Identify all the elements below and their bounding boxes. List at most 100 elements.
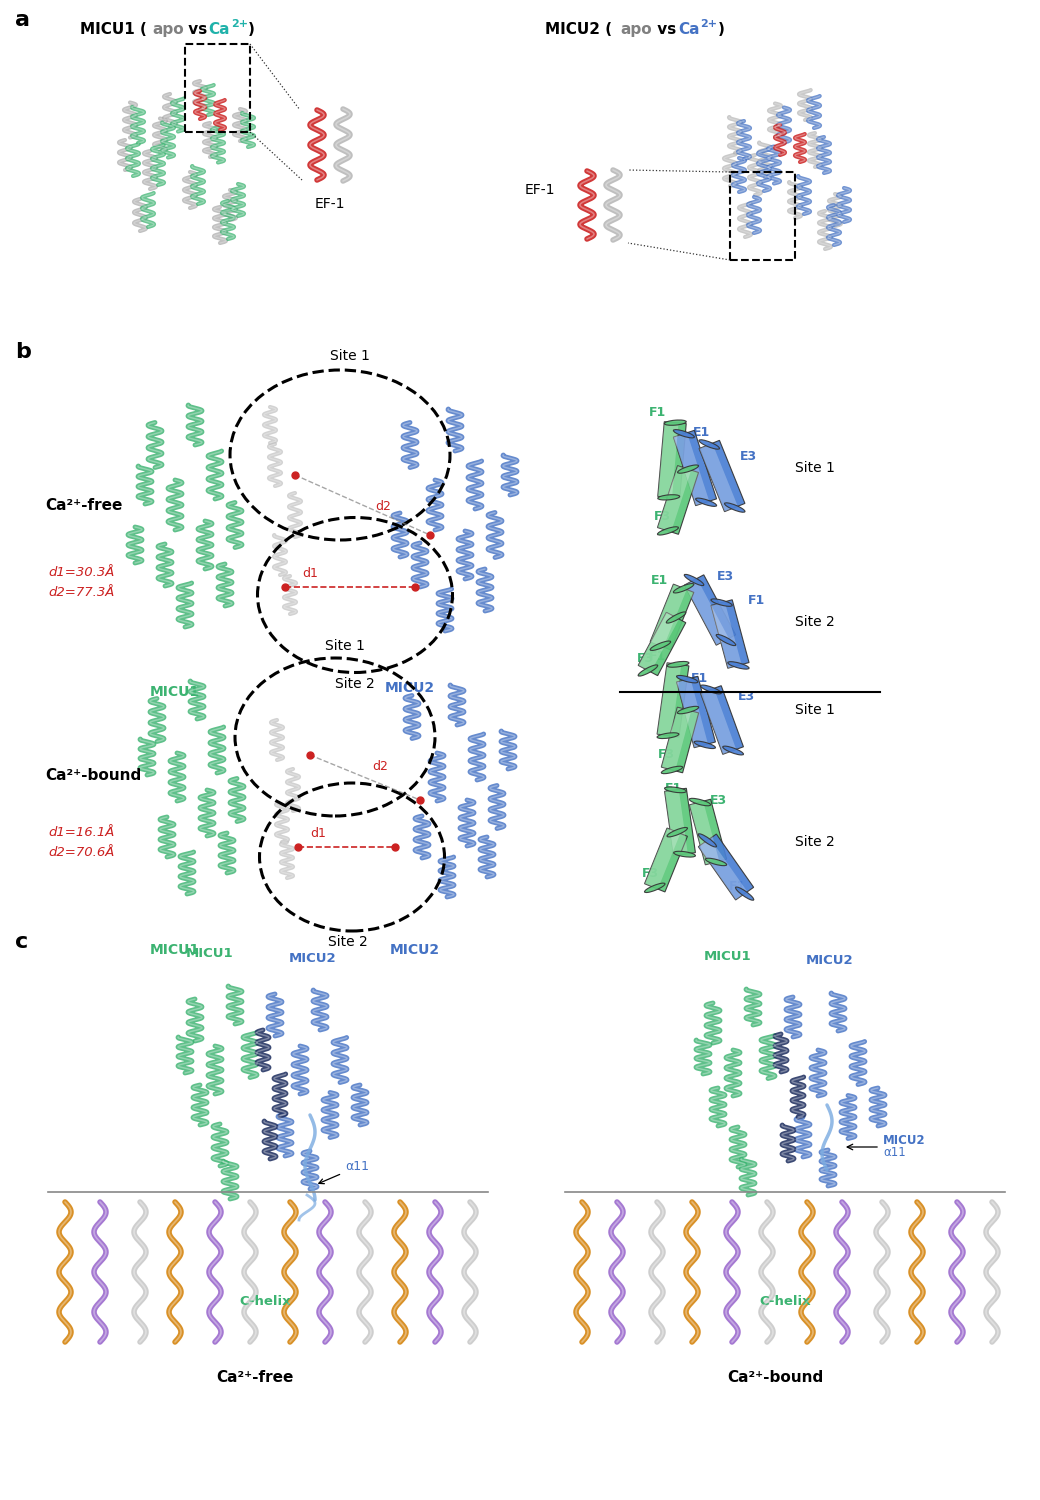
Text: MICU2: MICU2 <box>806 954 854 968</box>
Text: apo: apo <box>152 22 184 38</box>
Ellipse shape <box>650 640 671 651</box>
Text: Ca: Ca <box>678 22 700 38</box>
Text: Site 1: Site 1 <box>330 350 370 363</box>
Ellipse shape <box>677 706 699 714</box>
Polygon shape <box>684 579 729 645</box>
Text: d1=30.3Å: d1=30.3Å <box>48 567 114 579</box>
Polygon shape <box>701 688 736 754</box>
Text: E3: E3 <box>709 794 727 807</box>
Text: F3: F3 <box>657 748 675 760</box>
Text: d1: d1 <box>310 827 326 840</box>
Ellipse shape <box>661 766 682 774</box>
Text: Site 1: Site 1 <box>326 639 365 652</box>
Polygon shape <box>690 801 720 865</box>
Text: MICU2: MICU2 <box>390 944 440 957</box>
Text: Site 2: Site 2 <box>335 676 374 692</box>
Text: F1: F1 <box>729 880 747 892</box>
Polygon shape <box>698 839 748 900</box>
Text: E1: E1 <box>694 426 710 439</box>
Polygon shape <box>711 602 742 668</box>
Text: E3: E3 <box>717 570 733 584</box>
Text: Site 1: Site 1 <box>795 460 835 476</box>
Text: c: c <box>15 932 28 952</box>
Text: apo: apo <box>620 22 652 38</box>
Ellipse shape <box>694 741 716 748</box>
Text: a: a <box>15 10 30 30</box>
Polygon shape <box>657 663 681 736</box>
Polygon shape <box>645 828 680 890</box>
Polygon shape <box>677 678 708 747</box>
Polygon shape <box>657 465 692 532</box>
Ellipse shape <box>657 526 678 536</box>
Text: F3: F3 <box>653 510 671 524</box>
Polygon shape <box>665 789 687 855</box>
Ellipse shape <box>667 612 685 622</box>
Polygon shape <box>657 465 699 534</box>
Ellipse shape <box>657 495 680 500</box>
Text: EF-1: EF-1 <box>315 196 345 211</box>
Text: 2+: 2+ <box>231 20 248 28</box>
Ellipse shape <box>677 465 699 472</box>
Text: ): ) <box>248 22 255 38</box>
Ellipse shape <box>725 503 745 512</box>
Ellipse shape <box>705 858 727 865</box>
Bar <box>730 172 795 260</box>
Ellipse shape <box>667 662 688 668</box>
Ellipse shape <box>699 440 720 448</box>
Text: MICU2 (: MICU2 ( <box>545 22 613 38</box>
Ellipse shape <box>657 734 679 738</box>
Ellipse shape <box>723 746 744 754</box>
Text: 2+: 2+ <box>700 20 717 28</box>
Ellipse shape <box>674 852 696 856</box>
Text: vs: vs <box>652 22 681 38</box>
Ellipse shape <box>673 429 695 438</box>
Text: F3: F3 <box>642 867 658 880</box>
Polygon shape <box>699 442 737 512</box>
Ellipse shape <box>696 498 717 507</box>
Ellipse shape <box>645 884 665 892</box>
Ellipse shape <box>728 662 749 669</box>
Ellipse shape <box>701 686 722 694</box>
Polygon shape <box>677 676 716 747</box>
Ellipse shape <box>690 798 710 806</box>
Polygon shape <box>674 432 709 506</box>
Text: Site 2: Site 2 <box>329 934 368 950</box>
Text: E3: E3 <box>740 450 757 464</box>
Text: EF-1: EF-1 <box>524 183 555 196</box>
Ellipse shape <box>698 834 717 848</box>
Text: C-helix: C-helix <box>759 1294 811 1308</box>
Text: F1: F1 <box>649 650 667 663</box>
Polygon shape <box>650 584 686 646</box>
Text: b: b <box>15 342 31 362</box>
Text: MICU1: MICU1 <box>150 686 200 699</box>
Polygon shape <box>674 430 717 506</box>
Polygon shape <box>699 441 745 512</box>
Text: MICU1: MICU1 <box>186 946 234 960</box>
Text: F1: F1 <box>649 406 667 418</box>
Text: d2=77.3Å: d2=77.3Å <box>48 586 114 600</box>
Ellipse shape <box>665 420 686 426</box>
Text: Ca²⁺-bound: Ca²⁺-bound <box>45 768 141 783</box>
Ellipse shape <box>667 828 687 837</box>
Text: MICU1: MICU1 <box>150 944 200 957</box>
Ellipse shape <box>711 598 732 606</box>
Text: Ca²⁺-free: Ca²⁺-free <box>216 1370 293 1384</box>
Polygon shape <box>711 600 749 668</box>
Polygon shape <box>639 612 679 672</box>
Text: Site 2: Site 2 <box>795 836 835 849</box>
Text: Site 2: Site 2 <box>795 615 835 628</box>
Text: MICU2: MICU2 <box>883 1134 926 1146</box>
Ellipse shape <box>673 584 694 592</box>
Ellipse shape <box>684 574 704 585</box>
Text: MICU1: MICU1 <box>704 950 752 963</box>
Text: vs: vs <box>183 22 212 38</box>
Polygon shape <box>639 612 685 675</box>
Text: d1: d1 <box>302 567 318 580</box>
Text: MICU1 (: MICU1 ( <box>80 22 147 38</box>
Polygon shape <box>665 789 696 855</box>
Text: Ca²⁺-free: Ca²⁺-free <box>45 498 123 513</box>
Polygon shape <box>650 584 694 650</box>
Text: MICU2: MICU2 <box>289 952 337 964</box>
Text: Site 1: Site 1 <box>795 704 835 717</box>
Text: d2: d2 <box>375 500 391 513</box>
